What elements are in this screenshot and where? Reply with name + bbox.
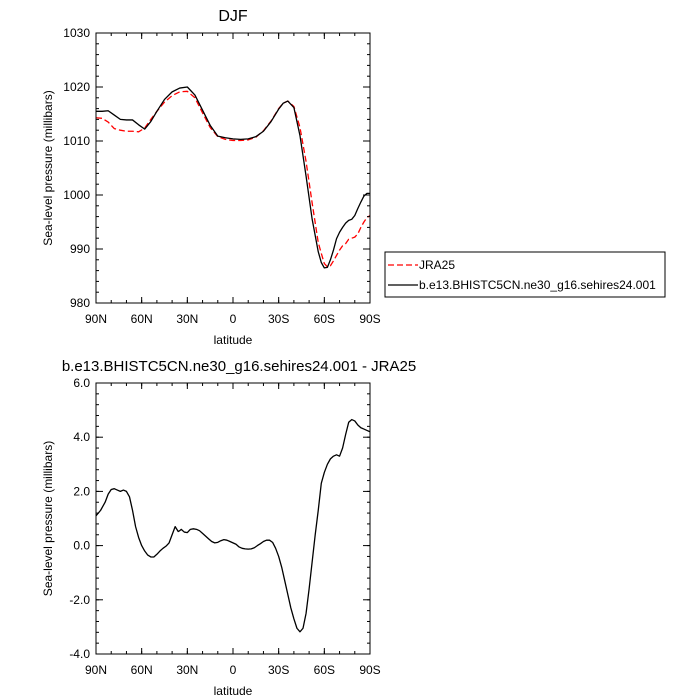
y-tick-label: 4.0 (73, 430, 90, 444)
series-line-1 (96, 86, 370, 269)
x-axis-label: latitude (214, 333, 253, 347)
bottom-panel-chart: b.e13.BHISTC5CN.ne30_g16.sehires24.001 -… (41, 358, 416, 698)
legend-box (384, 251, 666, 298)
top-panel-chart: DJF 90N 60N 30N 0 30S 60S 90S 980 990 1000 1010 1020… (41, 8, 381, 347)
y-tick-label: 1000 (63, 188, 90, 202)
legend-label-0: JRA25 (419, 258, 455, 272)
x-tick-label: 60N (131, 663, 153, 677)
y-tick-label: -4.0 (69, 647, 90, 661)
x-axis-label: latitude (214, 684, 253, 698)
series-line-0 (95, 90, 371, 268)
x-tick-label: 60N (131, 312, 153, 326)
x-tick-label: 30S (268, 312, 289, 326)
y-axis-label: Sea-level pressure (millibars) (41, 441, 55, 596)
chart-title: DJF (218, 8, 248, 25)
legend-label-1: b.e13.BHISTC5CN.ne30_g16.sehires24.001 (419, 278, 656, 292)
y-tick-label: 990 (70, 242, 90, 256)
x-tick-label: 30N (176, 663, 198, 677)
y-tick-label: -2.0 (69, 593, 90, 607)
y-tick-label: 6.0 (73, 376, 90, 390)
plot-frame (95, 382, 371, 655)
x-tick-label: 30N (176, 312, 198, 326)
x-tick-label: 0 (230, 663, 237, 677)
chart-title: b.e13.BHISTC5CN.ne30_g16.sehires24.001 -… (62, 358, 416, 375)
x-tick-label: 30S (268, 663, 289, 677)
y-tick-label: 1010 (63, 134, 90, 148)
y-tick-label: 1030 (63, 26, 90, 40)
x-tick-label: 90S (359, 663, 380, 677)
y-tick-label: 980 (70, 296, 90, 310)
x-tick-label: 90N (85, 312, 107, 326)
legend: JRA25 b.e13.BHISTC5CN.ne30_g16.sehires24.… (384, 251, 666, 298)
x-tick-label: 90N (85, 663, 107, 677)
y-tick-label: 0.0 (73, 539, 90, 553)
x-tick-label: 0 (230, 312, 237, 326)
x-tick-label: 60S (314, 663, 335, 677)
x-tick-label: 90S (359, 312, 380, 326)
y-tick-label: 2.0 (73, 484, 90, 498)
y-tick-label: 1020 (63, 80, 90, 94)
y-axis-label: Sea-level pressure (millibars) (41, 90, 55, 245)
x-tick-label: 60S (314, 312, 335, 326)
series-line-0 (95, 418, 371, 633)
